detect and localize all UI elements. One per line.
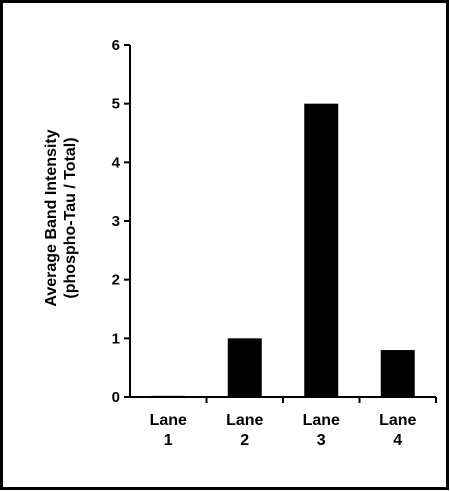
y-tick-label-5: 5: [112, 96, 120, 113]
x-category-label-3-line-1: Lane: [303, 412, 340, 429]
y-tick-label-4: 4: [112, 154, 121, 171]
x-category-label-4-line-1: Lane: [379, 412, 416, 429]
y-tick-label-0: 0: [112, 389, 120, 406]
bar-2: [227, 338, 262, 397]
y-axis-title: Average Band Intensity (phospho-Tau / To…: [43, 129, 79, 306]
x-category-label-2-line-2: 2: [240, 432, 249, 449]
y-tick-label-3: 3: [112, 213, 120, 230]
bar-4: [380, 350, 415, 397]
y-tick-label-6: 6: [112, 37, 120, 54]
x-category-label-1-line-1: Lane: [150, 412, 187, 429]
x-category-label-4-line-2: 4: [393, 432, 402, 449]
y-tick-label-1: 1: [112, 330, 120, 347]
y-tick-label-2: 2: [112, 272, 120, 289]
plot-area: 0 1 2 3 4 5 6 Lane 1 Lane 2 Lane 3 Lane 4: [112, 37, 437, 449]
x-category-label-1-line-2: 1: [164, 432, 173, 449]
x-category-label-3-line-2: 3: [317, 432, 326, 449]
x-category-label-2-line-1: Lane: [226, 412, 263, 429]
bar-3: [304, 103, 339, 398]
bar-1: [151, 395, 186, 397]
bar-chart: Average Band Intensity (phospho-Tau / To…: [43, 37, 437, 449]
y-axis-title-line-2: (phospho-Tau / Total): [62, 137, 79, 298]
y-axis-title-line-1: Average Band Intensity: [43, 129, 60, 306]
